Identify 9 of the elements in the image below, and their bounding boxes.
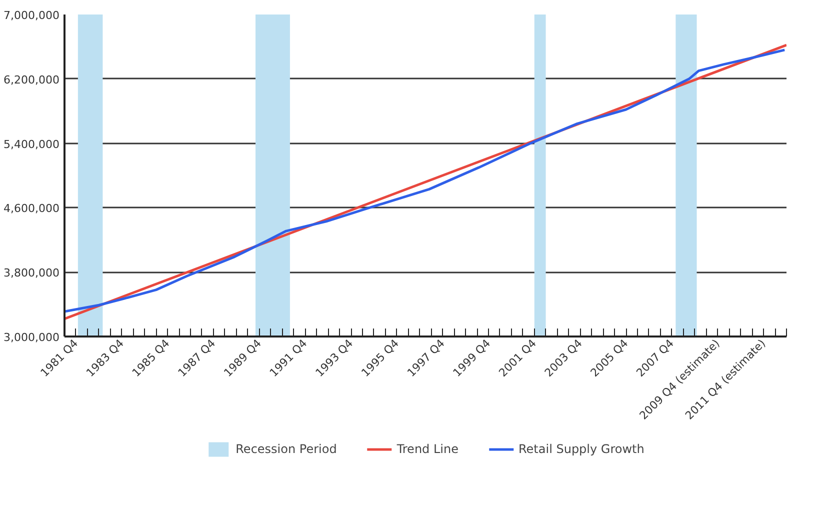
- legend-label: Trend Line: [396, 442, 458, 456]
- legend-label: Retail Supply Growth: [518, 442, 644, 456]
- y-tick-label: 4,600,000: [4, 202, 60, 216]
- y-tick-label: 6,200,000: [4, 73, 60, 86]
- y-tick-label: 3,800,000: [4, 266, 60, 280]
- y-tick-label: 5,400,000: [4, 138, 60, 151]
- y-tick-label: 7,000,000: [4, 9, 60, 22]
- y-tick-label: 3,000,000: [4, 331, 60, 344]
- legend-label: Recession Period: [236, 442, 337, 456]
